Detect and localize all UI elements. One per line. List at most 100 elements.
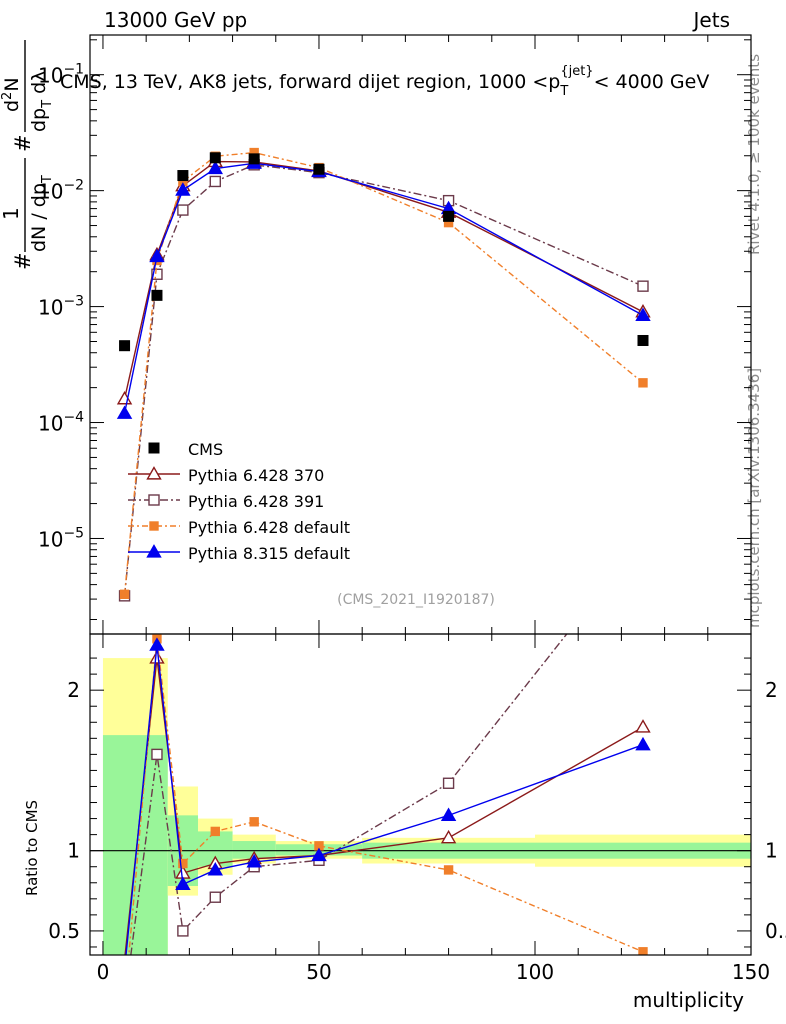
chart-title-sub: T xyxy=(559,84,568,99)
chart-title-main: CMS, 13 TeV, AK8 jets, forward dijet reg… xyxy=(60,71,560,93)
ylabel-frac-num: 1 xyxy=(0,207,23,220)
mcplots-label: mcplots.cern.ch [arXiv:1306.3436] xyxy=(745,368,763,628)
ratio-ytick-label-2: 2 xyxy=(67,678,80,702)
data-point-0 xyxy=(119,340,131,352)
main-ytick-label-exp: −3 xyxy=(63,294,84,310)
main-ytick-label-exp: −4 xyxy=(63,410,84,426)
series-3-ratio-point-3 xyxy=(207,862,223,876)
ratio-ytick-label-0: 0.5 xyxy=(48,919,80,943)
ylabel-deriv-den: dpT dλ xyxy=(28,71,55,132)
main-axes: 10−110−210−310−410−5 xyxy=(38,34,752,635)
x-tick-label-1: 50 xyxy=(306,960,331,984)
main-ytick-label-2: 10−3 xyxy=(38,294,84,320)
ratio-frame xyxy=(89,633,752,956)
series-2-main-point-7 xyxy=(638,378,648,388)
data-point-6 xyxy=(443,210,455,222)
legend: CMS Pythia 6.428 370 Pythia 6.428 391 Pythi… xyxy=(128,440,350,563)
series-3-ratio-point-5 xyxy=(311,847,327,862)
data-point-3 xyxy=(209,152,221,164)
series-3-ratio-point-7 xyxy=(635,736,651,751)
legend-marker-1 xyxy=(148,494,160,506)
series-2-ratio-point-3 xyxy=(210,826,220,837)
x-tick-label-0: 0 xyxy=(97,960,110,984)
series-1-main-point-7 xyxy=(637,280,649,292)
x-tick-label-3: 150 xyxy=(732,960,770,984)
series-1-ratio-point-3 xyxy=(209,891,221,903)
data-point-4 xyxy=(248,153,260,165)
main-ytick-label-base: 10 xyxy=(38,412,63,436)
data-point-2 xyxy=(177,170,189,182)
data-point-7 xyxy=(637,334,649,346)
series-3-ratio-point-4 xyxy=(246,853,262,868)
series-1-ratio-line xyxy=(130,634,568,955)
series-3-main-point-3 xyxy=(207,160,223,175)
ratio-bands xyxy=(90,658,751,955)
main-ytick-label-base: 10 xyxy=(38,180,63,204)
legend-label-2: Pythia 6.428 default xyxy=(188,518,350,537)
series-0-main-line xyxy=(123,160,644,400)
legend-marker-0 xyxy=(146,466,162,480)
series-2-ratio-point-4 xyxy=(249,817,259,827)
series-2-main-line xyxy=(123,151,644,595)
ratio-panel: 0 50 100 150 0.5 0.5 1 1 2 2 xyxy=(48,633,786,984)
series-3-ratio-point-2 xyxy=(175,876,191,890)
ratio-series xyxy=(124,634,651,955)
legend-marker-3 xyxy=(146,544,162,558)
header-right: Jets xyxy=(692,8,730,32)
main-ytick-label-exp: −2 xyxy=(63,178,84,194)
series-3-ratio-point-1 xyxy=(149,637,165,651)
series-3-ratio-line xyxy=(125,645,644,955)
chart-title: CMS, 13 TeV, AK8 jets, forward dijet reg… xyxy=(60,64,709,99)
series-3-main-point-2 xyxy=(175,182,191,196)
legend-label-data: CMS xyxy=(188,440,223,459)
legend-label-0: Pythia 6.428 370 xyxy=(188,466,324,485)
series-3-main-point-0 xyxy=(116,405,133,419)
series-2-ratio-line xyxy=(128,638,644,955)
main-panel: 10−110−210−310−410−5 xyxy=(38,34,752,635)
main-ytick-label-base: 10 xyxy=(38,296,63,320)
main-data xyxy=(119,152,649,352)
ratio-ytick-label-right-2: 2 xyxy=(765,678,778,702)
green-band-3 xyxy=(232,841,276,859)
ylabel-hash-2: # xyxy=(11,134,35,152)
ratio-ytick-label-1: 1 xyxy=(67,839,80,863)
series-3-main-point-1 xyxy=(149,248,165,263)
main-ytick-label-base: 10 xyxy=(38,64,63,88)
ratio-ytick-label-right-0: 0.5 xyxy=(765,919,786,943)
ratio-ylabel: Ratio to CMS xyxy=(23,800,41,896)
analysis-id: (CMS_2021_I1920187) xyxy=(337,592,495,608)
series-1-ratio-point-6 xyxy=(442,777,455,789)
rivet-label: Rivet 4.1.0, ≥ 100k events xyxy=(745,54,763,255)
series-0-ratio-point-1 xyxy=(149,650,165,664)
legend-label-1: Pythia 6.428 391 xyxy=(188,492,324,511)
series-0-ratio-line xyxy=(124,657,644,955)
ylabel-deriv-num: d2N xyxy=(0,77,23,112)
legend-marker-data xyxy=(148,442,160,454)
ylabel-frac-den: dN / dpT xyxy=(28,175,55,252)
main-ytick-label-exp: −5 xyxy=(63,525,84,541)
series-2-main-point-0 xyxy=(119,589,130,599)
series-1-main-point-2 xyxy=(177,204,189,216)
series-0-ratio-point-7 xyxy=(635,719,651,733)
series-1-ratio-point-1 xyxy=(151,748,163,761)
main-ytick-label-0: 10−1 xyxy=(38,62,84,88)
ratio-ytick-label-right-1: 1 xyxy=(765,839,778,863)
series-1-main-point-3 xyxy=(209,175,221,188)
series-1-main-point-1 xyxy=(151,268,163,280)
ratio-axes: 0 50 100 150 0.5 0.5 1 1 2 2 xyxy=(48,633,786,984)
ylabel-hash-1: # xyxy=(11,252,35,270)
series-3-ratio-point-6 xyxy=(440,807,457,821)
series-0-ratio-point-6 xyxy=(440,829,457,844)
x-axis-label: multiplicity xyxy=(633,988,744,1012)
main-ytick-label-4: 10−5 xyxy=(38,525,84,551)
main-ylabel: # 1 dN / dpT # d2N dpT dλ xyxy=(0,40,55,270)
series-2-ratio-point-7 xyxy=(638,947,648,955)
main-ytick-label-1: 10−2 xyxy=(38,178,84,204)
series-3-main-line xyxy=(123,162,644,414)
data-point-5 xyxy=(313,163,325,175)
legend-label-3: Pythia 8.315 default xyxy=(188,544,350,563)
header-left: 13000 GeV pp xyxy=(104,8,247,32)
legend-marker-2 xyxy=(149,521,159,531)
svg-text:#: # xyxy=(11,252,35,270)
